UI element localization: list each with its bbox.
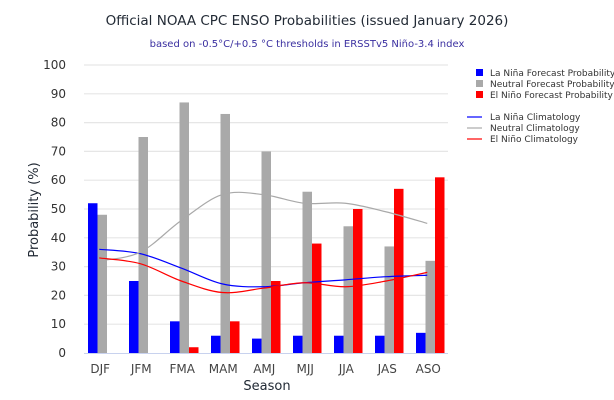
chart-title: Official NOAA CPC ENSO Probabilities (is… xyxy=(106,13,509,29)
bar-el-ni-o-forecast-probability-mjj xyxy=(312,243,322,353)
legend-label: Neutral Climatology xyxy=(490,124,580,134)
bar-neutral-forecast-probability-jja xyxy=(343,226,353,353)
legend-label: El Niño Forecast Probability xyxy=(490,91,614,101)
bar-el-ni-o-forecast-probability-amj xyxy=(271,281,281,353)
x-axis-ticks: DJF JFM FMA MAM AMJ MJJ JJA JAS ASO xyxy=(90,362,440,376)
line-la-ni-a-climatology xyxy=(99,248,428,288)
x-tick-label: JFM xyxy=(130,362,152,376)
legend-swatch xyxy=(476,69,483,76)
x-tick-label: AMJ xyxy=(253,362,275,376)
legend-swatch xyxy=(476,91,483,98)
bar-neutral-forecast-probability-jfm xyxy=(138,137,148,353)
bar-neutral-forecast-probability-jas xyxy=(384,246,394,353)
y-tick-label: 90 xyxy=(51,87,66,101)
legend-label: La Niña Climatology xyxy=(490,113,581,123)
bar-la-ni-a-forecast-probability-fma xyxy=(170,321,180,353)
bar-la-ni-a-forecast-probability-mam xyxy=(211,335,221,353)
line-neutral-climatology xyxy=(99,191,428,262)
chart-subtitle: based on -0.5°C/+0.5 °C thresholds in ER… xyxy=(150,39,465,50)
y-tick-label: 80 xyxy=(51,116,66,130)
y-tick-label: 0 xyxy=(58,346,66,360)
bar-el-ni-o-forecast-probability-jas xyxy=(394,188,404,353)
y-tick-label: 70 xyxy=(51,144,66,158)
bar-neutral-forecast-probability-mam xyxy=(220,113,230,354)
y-tick-label: 30 xyxy=(51,260,66,274)
legend-label: Neutral Forecast Probability xyxy=(490,80,614,90)
bar-la-ni-a-forecast-probability-djf xyxy=(88,203,98,353)
legend-label: La Niña Forecast Probability xyxy=(490,69,614,79)
legend-label: El Niño Climatology xyxy=(490,135,579,145)
line-el-ni-o-climatology xyxy=(99,257,428,294)
bar-la-ni-a-forecast-probability-jfm xyxy=(129,281,139,353)
y-tick-label: 20 xyxy=(51,288,66,302)
x-tick-label: MAM xyxy=(209,362,238,376)
bar-la-ni-a-forecast-probability-jas xyxy=(375,335,385,353)
bar-la-ni-a-forecast-probability-mjj xyxy=(293,335,303,353)
x-tick-label: DJF xyxy=(90,362,110,376)
y-tick-label: 40 xyxy=(51,231,66,245)
legend-swatch xyxy=(476,80,483,87)
y-tick-label: 60 xyxy=(51,173,66,187)
x-tick-label: JJA xyxy=(338,362,355,376)
bar-el-ni-o-forecast-probability-jja xyxy=(353,209,363,353)
climatology-lines xyxy=(99,191,428,294)
bar-neutral-forecast-probability-fma xyxy=(179,102,189,353)
bar-la-ni-a-forecast-probability-jja xyxy=(334,335,344,353)
bar-neutral-forecast-probability-djf xyxy=(97,214,107,353)
bar-neutral-forecast-probability-amj xyxy=(261,151,271,353)
x-tick-label: FMA xyxy=(170,362,196,376)
y-tick-label: 100 xyxy=(43,58,66,72)
x-tick-label: ASO xyxy=(416,362,441,376)
x-axis-label: Season xyxy=(243,379,290,394)
bar-el-ni-o-forecast-probability-aso xyxy=(435,177,445,353)
bar-el-ni-o-forecast-probability-mam xyxy=(230,321,240,353)
bar-neutral-forecast-probability-mjj xyxy=(302,191,312,353)
bar-la-ni-a-forecast-probability-amj xyxy=(252,338,262,353)
bar-el-ni-o-forecast-probability-fma xyxy=(189,347,199,353)
y-tick-label: 50 xyxy=(51,202,66,216)
y-tick-label: 10 xyxy=(51,317,66,331)
bar-la-ni-a-forecast-probability-aso xyxy=(416,332,426,353)
y-axis-label: Probability (%) xyxy=(27,162,42,257)
x-tick-label: MJJ xyxy=(297,362,314,376)
y-axis-ticks: 0 10 20 30 40 50 60 70 80 90 100 xyxy=(43,58,66,360)
bar-neutral-forecast-probability-aso xyxy=(425,260,435,353)
bars xyxy=(88,102,445,354)
x-tick-label: JAS xyxy=(377,362,397,376)
